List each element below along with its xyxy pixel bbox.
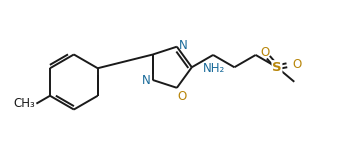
Text: S: S	[272, 61, 282, 74]
Text: CH₃: CH₃	[14, 97, 35, 110]
Text: O: O	[261, 46, 270, 59]
Text: O: O	[293, 58, 302, 71]
Text: S: S	[272, 61, 282, 74]
Text: N: N	[142, 74, 151, 87]
Text: N: N	[179, 39, 188, 52]
Text: NH₂: NH₂	[203, 62, 225, 75]
Text: O: O	[178, 90, 187, 103]
